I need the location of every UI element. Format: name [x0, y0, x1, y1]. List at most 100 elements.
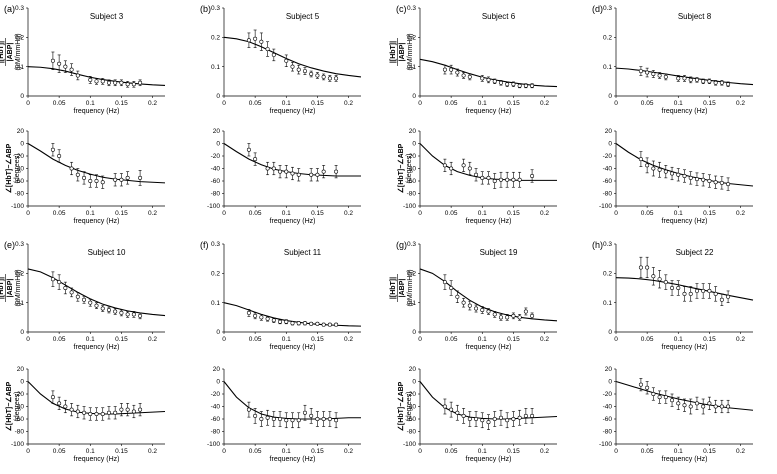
phase-data-point [246, 147, 251, 152]
phase-y-tick-label: 20 [605, 128, 613, 135]
phase-data-point [57, 154, 62, 159]
phase-data-point [119, 407, 124, 412]
phase-data-point [486, 420, 491, 425]
phase-data-point [75, 172, 80, 177]
magnitude-y-tick-label: 0 [216, 329, 220, 336]
subplot-title: Subject 19 [480, 248, 518, 257]
phase-data-point [474, 172, 479, 177]
phase-x-tick-label: 0.15 [311, 210, 324, 217]
phase-data-point [246, 407, 251, 412]
subplot-title: Subject 10 [88, 248, 126, 257]
magnitude-data-point [480, 307, 485, 312]
phase-data-point [670, 398, 675, 403]
phase-data-point [82, 175, 87, 180]
phase-xlabel: frequency (Hz) [270, 218, 316, 225]
phase-data-point [265, 415, 270, 420]
magnitude-x-tick-label: 0.2 [736, 100, 745, 107]
magnitude-data-point [113, 80, 118, 85]
phase-x-tick-label: 0.15 [507, 210, 520, 217]
phase-y-tick-label: -40 [15, 404, 25, 411]
magnitude-data-point [467, 303, 472, 308]
magnitude-data-point [69, 67, 74, 72]
phase-x-tick-label: 0.05 [445, 448, 458, 455]
magnitude-x-tick-label: 0.1 [282, 336, 291, 343]
panel-label: (b) [200, 4, 211, 14]
magnitude-data-point [106, 307, 111, 312]
phase-y-tick-label: -100 [11, 441, 24, 448]
magnitude-xlabel: frequency (Hz) [466, 108, 512, 115]
magnitude-data-point [670, 285, 675, 290]
phase-x-tick-label: 0 [614, 448, 618, 455]
phase-ylabel: ∠[HbT]−∠ABP (degrees) [397, 381, 413, 431]
magnitude-y-tick-label: 0.2 [407, 271, 416, 278]
phase-data-point [100, 411, 105, 416]
magnitude-data-point [246, 310, 251, 315]
magnitude-data-point [334, 76, 339, 81]
subplot-title: Subject 3 [90, 12, 124, 21]
magnitude-y-tick-label: 0.1 [15, 64, 24, 71]
phase-data-point [657, 167, 662, 172]
magnitude-data-point [682, 291, 687, 296]
phase-data-point [309, 172, 314, 177]
phase-data-point [455, 410, 460, 415]
phase-x-tick-label: 0.2 [148, 448, 157, 455]
phase-x-tick-label: 0.1 [86, 448, 95, 455]
magnitude-data-point [309, 72, 314, 77]
subplot-title: Subject 5 [286, 12, 320, 21]
phase-x-tick-label: 0.15 [115, 448, 128, 455]
phase-y-tick-label: 20 [17, 366, 25, 373]
magnitude-ylabel: |[HbT]| |ABP| (µM/mmHg) [390, 269, 414, 306]
phase-y-tick-label: -60 [211, 416, 221, 423]
magnitude-data-point [474, 306, 479, 311]
magnitude-data-point [523, 83, 528, 88]
phase-data-point [530, 413, 535, 418]
magnitude-data-point [271, 52, 276, 57]
magnitude-y-tick-label: 0.1 [603, 300, 612, 307]
magnitude-ylabel-denominator: |ABP| [399, 279, 406, 298]
phase-data-point [713, 404, 718, 409]
panel-label: (c) [396, 4, 407, 14]
magnitude-data-point [676, 285, 681, 290]
phase-ylabel: ∠[HbT]−∠ABP (degrees) [5, 143, 21, 193]
magnitude-y-tick-label: 0.3 [603, 5, 612, 12]
subplot-e: (e) Subject 10 0 0.1 0.2 0.3 0 0.05 0.1 0.15 0.2 fr… [0, 240, 166, 463]
phase-x-tick-label: 0 [614, 210, 618, 217]
magnitude-data-point [302, 321, 307, 326]
phase-data-point [296, 172, 301, 177]
magnitude-data-point [461, 73, 466, 78]
phase-data-point [334, 418, 339, 423]
magnitude-data-point [131, 312, 136, 317]
phase-y-tick-label: 0 [608, 141, 612, 148]
phase-data-point [694, 177, 699, 182]
phase-data-point [278, 169, 283, 174]
magnitude-x-tick-label: 0.2 [540, 100, 549, 107]
phase-y-tick-label: 20 [605, 366, 613, 373]
magnitude-data-point [713, 80, 718, 85]
phase-y-tick-label: -60 [15, 416, 25, 423]
magnitude-data-point [253, 36, 258, 41]
magnitude-data-point [657, 277, 662, 282]
magnitude-y-tick-label: 0.1 [211, 300, 220, 307]
subplot-title: Subject 6 [482, 12, 516, 21]
phase-x-tick-label: 0 [222, 210, 226, 217]
subplot-title: Subject 11 [284, 248, 322, 257]
phase-x-tick-label: 0.05 [53, 210, 66, 217]
magnitude-xlabel: frequency (Hz) [270, 344, 316, 351]
magnitude-x-tick-label: 0.1 [478, 336, 487, 343]
phase-data-point [688, 404, 693, 409]
phase-data-point [461, 413, 466, 418]
magnitude-data-point [498, 315, 503, 320]
phase-data-point [713, 180, 718, 185]
phase-ylabel-units: (degrees) [14, 154, 21, 184]
magnitude-data-point [106, 80, 111, 85]
magnitude-data-point [676, 76, 681, 81]
phase-data-point [94, 411, 99, 416]
phase-x-tick-label: 0.2 [344, 448, 353, 455]
phase-data-point [719, 404, 724, 409]
phase-y-tick-label: -60 [15, 178, 25, 185]
magnitude-ylabel-denominator: |ABP| [7, 43, 14, 62]
magnitude-data-point [327, 322, 332, 327]
magnitude-x-tick-label: 0.15 [115, 100, 128, 107]
phase-y-tick-label: 0 [412, 141, 416, 148]
magnitude-data-point [694, 77, 699, 82]
